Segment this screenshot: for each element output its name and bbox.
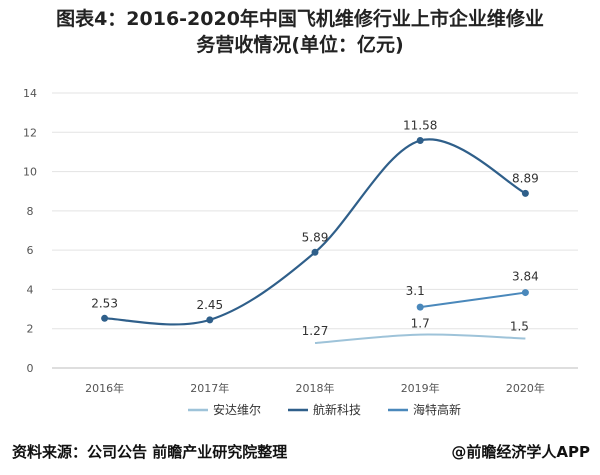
footer: 资料来源：公司公告 前瞻产业研究院整理 @前瞻经济学人APP — [0, 433, 600, 475]
y-axis-ticks: 0 2 4 6 8 10 12 14 — [23, 87, 37, 375]
y-tick-label: 6 — [27, 244, 34, 257]
line-chart: 0 2 4 6 8 10 12 14 2016年 2017年 2018年 2019年 2020年 1.… — [23, 87, 578, 417]
x-tick-label: 2019年 — [401, 381, 440, 395]
x-tick-label: 2016年 — [85, 381, 124, 395]
series-line-0 — [314, 333, 526, 345]
data-label: 11.58 — [403, 119, 437, 133]
y-tick-label: 0 — [27, 362, 34, 375]
y-tick-label: 4 — [27, 283, 34, 296]
data-points — [101, 137, 529, 324]
data-label: 5.89 — [302, 230, 329, 244]
data-label: 2.53 — [91, 296, 118, 310]
data-point — [416, 303, 424, 311]
series-line-2 — [420, 291, 526, 309]
data-label: 3.84 — [512, 270, 539, 284]
data-point — [416, 137, 424, 145]
x-tick-label: 2018年 — [296, 381, 335, 395]
data-labels: 1.27 1.7 1.5 2.53 2.45 5.89 11.58 8.89 3.1 3.84 — [91, 119, 539, 339]
gridlines — [52, 92, 578, 369]
legend-label-1: 航新科技 — [313, 402, 361, 417]
data-point — [521, 189, 529, 197]
data-label: 2.45 — [196, 298, 223, 312]
source-note: 资料来源：公司公告 前瞻产业研究院整理 — [12, 443, 288, 461]
y-tick-label: 8 — [27, 205, 34, 218]
y-tick-label: 10 — [23, 166, 37, 179]
data-label: 3.1 — [406, 284, 425, 298]
x-tick-label: 2017年 — [190, 381, 229, 395]
chart-title-line-2: 务营收情况(单位：亿元) — [196, 34, 404, 56]
brand-credit: @前瞻经济学人APP — [451, 443, 590, 461]
legend-label-0: 安达维尔 — [213, 402, 261, 417]
y-tick-label: 14 — [23, 87, 37, 100]
data-label: 1.5 — [510, 320, 529, 334]
chart-title: 图表4：2016-2020年中国飞机维修行业上市企业维修业 务营收情况(单位：亿… — [0, 6, 600, 58]
legend: 安达维尔 航新科技 海特高新 — [188, 402, 461, 417]
data-point — [521, 289, 529, 297]
x-axis-ticks: 2016年 2017年 2018年 2019年 2020年 — [85, 381, 545, 395]
data-point — [101, 314, 109, 322]
y-tick-label: 2 — [27, 323, 34, 336]
data-label: 8.89 — [512, 171, 539, 185]
data-point — [206, 316, 214, 324]
chart-title-line-1: 图表4：2016-2020年中国飞机维修行业上市企业维修业 — [56, 8, 544, 30]
data-label: 1.7 — [411, 317, 430, 331]
data-label: 1.27 — [302, 324, 329, 338]
x-tick-label: 2020年 — [506, 381, 545, 395]
legend-label-2: 海特高新 — [413, 402, 461, 417]
y-tick-label: 12 — [23, 126, 37, 139]
data-point — [311, 248, 319, 256]
